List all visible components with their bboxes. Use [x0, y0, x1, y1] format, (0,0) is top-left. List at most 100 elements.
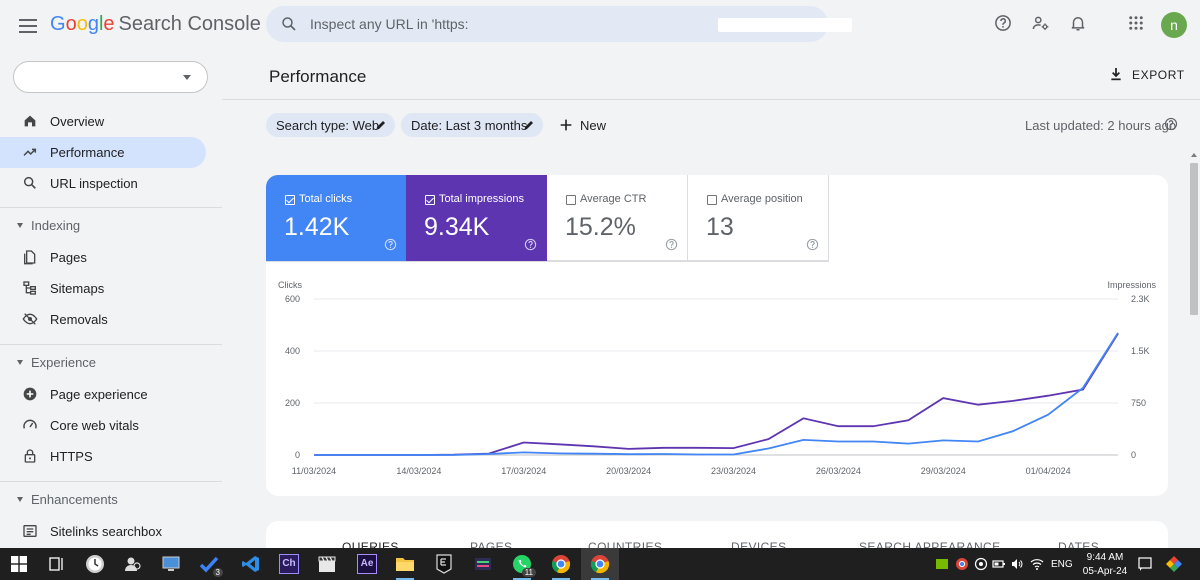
app-logo[interactable]: Google Search Console: [50, 13, 261, 36]
sidebar-item-url-inspection[interactable]: URL inspection: [0, 168, 206, 199]
sidebar-item-label: Core web vitals: [50, 418, 139, 433]
property-selector[interactable]: [13, 61, 208, 93]
volume-icon[interactable]: [1010, 557, 1024, 571]
notifications-bell-icon[interactable]: [1069, 14, 1087, 32]
sidebar-item-label: Page experience: [50, 387, 148, 402]
url-inspect-input[interactable]: [310, 6, 610, 42]
right-axis-title: Impressions: [1107, 280, 1156, 290]
sidebar-item-pages[interactable]: Pages: [0, 242, 206, 273]
sidebar-item-sitelinks-searchbox[interactable]: Sitelinks searchbox: [0, 516, 206, 547]
x-axis-tick-label: 23/03/2024: [711, 466, 756, 476]
language-indicator[interactable]: ENG: [1051, 559, 1073, 570]
sidebar: Overview Performance URL inspection Inde…: [0, 52, 222, 548]
x-axis-tick-label: 26/03/2024: [816, 466, 861, 476]
search-icon: [282, 17, 296, 31]
nvidia-tray-icon[interactable]: [935, 557, 949, 571]
folder-icon: [396, 558, 414, 571]
sidebar-item-https[interactable]: HTTPS: [0, 441, 206, 472]
task-view-icon: [49, 557, 63, 571]
home-icon: [24, 115, 36, 127]
metric-checkbox[interactable]: [707, 195, 717, 205]
monitor-icon: [162, 556, 180, 571]
performance-chart: Clicks Impressions 600 400 200 0 2.3K 1.5K 75…: [278, 280, 1157, 476]
sidebar-section-experience[interactable]: Experience: [0, 351, 206, 375]
clock-time[interactable]: 9:44 AM: [1086, 552, 1124, 563]
sidebar-item-performance[interactable]: Performance: [0, 137, 206, 168]
help-icon[interactable]: [994, 14, 1012, 32]
help-icon[interactable]: [806, 238, 819, 251]
photos-tray-icon[interactable]: [1165, 555, 1183, 573]
taskbar-app-vscode[interactable]: [232, 548, 270, 580]
rss-icon: [475, 558, 491, 570]
taskbar-app-tasks[interactable]: 3: [190, 548, 228, 580]
help-icon[interactable]: [1164, 117, 1178, 131]
x-axis-tick-label: 29/03/2024: [921, 466, 966, 476]
main-menu-button[interactable]: [16, 14, 40, 38]
metric-card-total-impressions[interactable]: Total impressions 9.34K: [406, 175, 547, 261]
clapperboard-icon: [318, 556, 336, 572]
notification-center-icon[interactable]: [1137, 556, 1153, 572]
sidebar-item-label: URL inspection: [50, 176, 138, 191]
taskbar-app-chrome-1[interactable]: [542, 548, 580, 580]
clock-icon: [86, 555, 104, 573]
scrollbar-thumb[interactable]: [1190, 163, 1198, 315]
taskbar-app-clapper[interactable]: [308, 548, 346, 580]
logo-letter: g: [87, 13, 99, 35]
help-icon[interactable]: [665, 238, 678, 251]
help-icon[interactable]: [384, 238, 397, 251]
sidebar-item-sitemaps[interactable]: Sitemaps: [0, 273, 206, 304]
windows-taskbar: 3 Ch Ae 11 ENG 9:44 AM 05-Apr-24: [0, 548, 1200, 580]
metric-value: 13: [706, 213, 734, 241]
start-button[interactable]: [0, 548, 38, 580]
sidebar-item-removals[interactable]: Removals: [0, 304, 206, 335]
filter-chip-search-type[interactable]: Search type: Web: [266, 113, 395, 137]
manage-users-icon[interactable]: [1031, 14, 1050, 32]
metric-card-average-position[interactable]: Average position 13: [688, 175, 829, 261]
chevron-down-icon: [17, 360, 23, 365]
metric-card-average-ctr[interactable]: Average CTR 15.2%: [547, 175, 688, 261]
taskbar-app-file-explorer[interactable]: [386, 548, 424, 580]
left-axis-tick-label: 0: [295, 450, 300, 460]
metric-checkbox[interactable]: [285, 195, 295, 205]
search-icon: [23, 176, 36, 189]
taskbar-app-epic[interactable]: [425, 548, 463, 580]
sidebar-item-page-experience[interactable]: Page experience: [0, 379, 206, 410]
sidebar-section-indexing[interactable]: Indexing: [0, 214, 206, 238]
sidebar-item-overview[interactable]: Overview: [0, 106, 206, 137]
left-axis-tick-label: 400: [285, 346, 300, 356]
metric-checkbox[interactable]: [566, 195, 576, 205]
taskbar-app-chrome-2[interactable]: [581, 548, 619, 580]
sidebar-item-label: Overview: [50, 114, 105, 129]
apps-grid-icon[interactable]: [1127, 14, 1145, 32]
sidebar-section-enhancements[interactable]: Enhancements: [0, 488, 206, 512]
wifi-icon[interactable]: [1030, 557, 1044, 571]
battery-icon[interactable]: [992, 557, 1006, 571]
sidebar-item-label: Removals: [50, 312, 108, 327]
metric-checkbox[interactable]: [425, 195, 435, 205]
taskbar-app-whatsapp[interactable]: 11: [503, 548, 541, 580]
filter-chip-date[interactable]: Date: Last 3 months: [401, 113, 543, 137]
taskbar-app-after-effects[interactable]: Ae: [348, 548, 386, 580]
task-view-button[interactable]: [38, 548, 76, 580]
account-avatar[interactable]: n: [1161, 12, 1187, 38]
right-axis-tick-label: 750: [1131, 398, 1146, 408]
chrome-tray-icon[interactable]: [955, 557, 969, 571]
help-icon[interactable]: [524, 238, 537, 251]
sidebar-item-core-web-vitals[interactable]: Core web vitals: [0, 410, 206, 441]
scroll-up-arrow-icon[interactable]: [1191, 153, 1197, 157]
taskbar-app-clock[interactable]: [76, 548, 114, 580]
chrome-icon: [551, 555, 571, 574]
location-tray-icon[interactable]: [974, 557, 988, 571]
x-axis-tick-label: 14/03/2024: [396, 466, 441, 476]
notification-badge: 3: [212, 568, 223, 577]
last-updated-text: Last updated: 2 hours ago: [1025, 118, 1177, 133]
taskbar-app-character-animator[interactable]: Ch: [270, 548, 308, 580]
taskbar-app-people[interactable]: [114, 548, 152, 580]
metric-card-total-clicks[interactable]: Total clicks 1.42K: [266, 175, 407, 261]
chevron-down-icon: [17, 223, 23, 228]
taskbar-app-monitor[interactable]: [152, 548, 190, 580]
edit-pencil-icon: [524, 121, 533, 130]
taskbar-app-rss[interactable]: [464, 548, 502, 580]
clock-date[interactable]: 05-Apr-24: [1082, 566, 1128, 577]
